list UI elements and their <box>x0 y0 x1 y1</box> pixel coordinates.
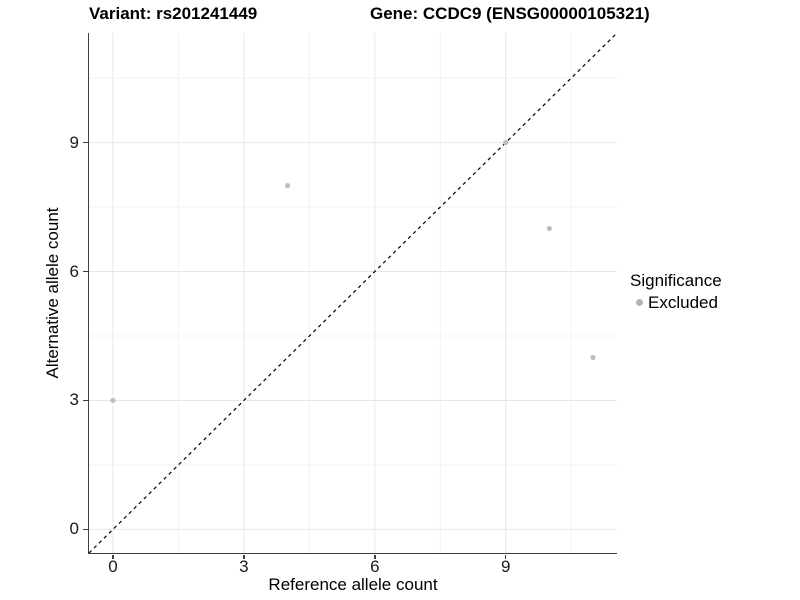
data-point <box>546 225 552 232</box>
legend-title: Significance <box>630 271 722 290</box>
legend-point-icon <box>636 299 643 306</box>
x-tick-label: 3 <box>239 557 249 576</box>
legend: Significance Excluded <box>630 271 722 312</box>
x-tick-label: 0 <box>108 557 118 576</box>
plot-panel <box>87 33 617 554</box>
plot-canvas <box>88 33 617 553</box>
y-tick-mark <box>83 141 88 144</box>
legend-item: Excluded <box>636 293 722 312</box>
y-tick-mark <box>83 528 88 531</box>
x-tick-label: 9 <box>500 557 511 576</box>
data-point <box>109 397 116 404</box>
y-tick-mark <box>83 270 88 273</box>
data-point <box>502 139 508 146</box>
y-tick-mark <box>83 399 88 402</box>
y-tick-label: 6 <box>69 261 79 281</box>
data-point <box>589 354 596 361</box>
x-tick-mark <box>243 554 245 559</box>
x-tick-label: 6 <box>370 557 380 576</box>
y-axis-title: Alternative allele count <box>43 207 62 379</box>
x-tick-mark <box>374 554 376 559</box>
plot-title-variant: Variant: rs201241449 <box>89 4 258 23</box>
y-tick-label: 3 <box>69 390 79 410</box>
x-tick-mark <box>504 554 507 559</box>
identity-dashed-line <box>88 33 617 553</box>
y-tick-label: 0 <box>69 519 79 539</box>
plot-title-gene: Gene: CCDC9 (ENSG00000105321) <box>370 4 650 23</box>
y-tick-label: 9 <box>69 132 79 152</box>
legend-item-label: Excluded <box>648 292 718 312</box>
x-axis-title: Reference allele count <box>268 575 438 594</box>
data-point <box>284 182 290 189</box>
x-tick-mark <box>112 554 114 559</box>
legend-items: Excluded <box>630 293 722 312</box>
